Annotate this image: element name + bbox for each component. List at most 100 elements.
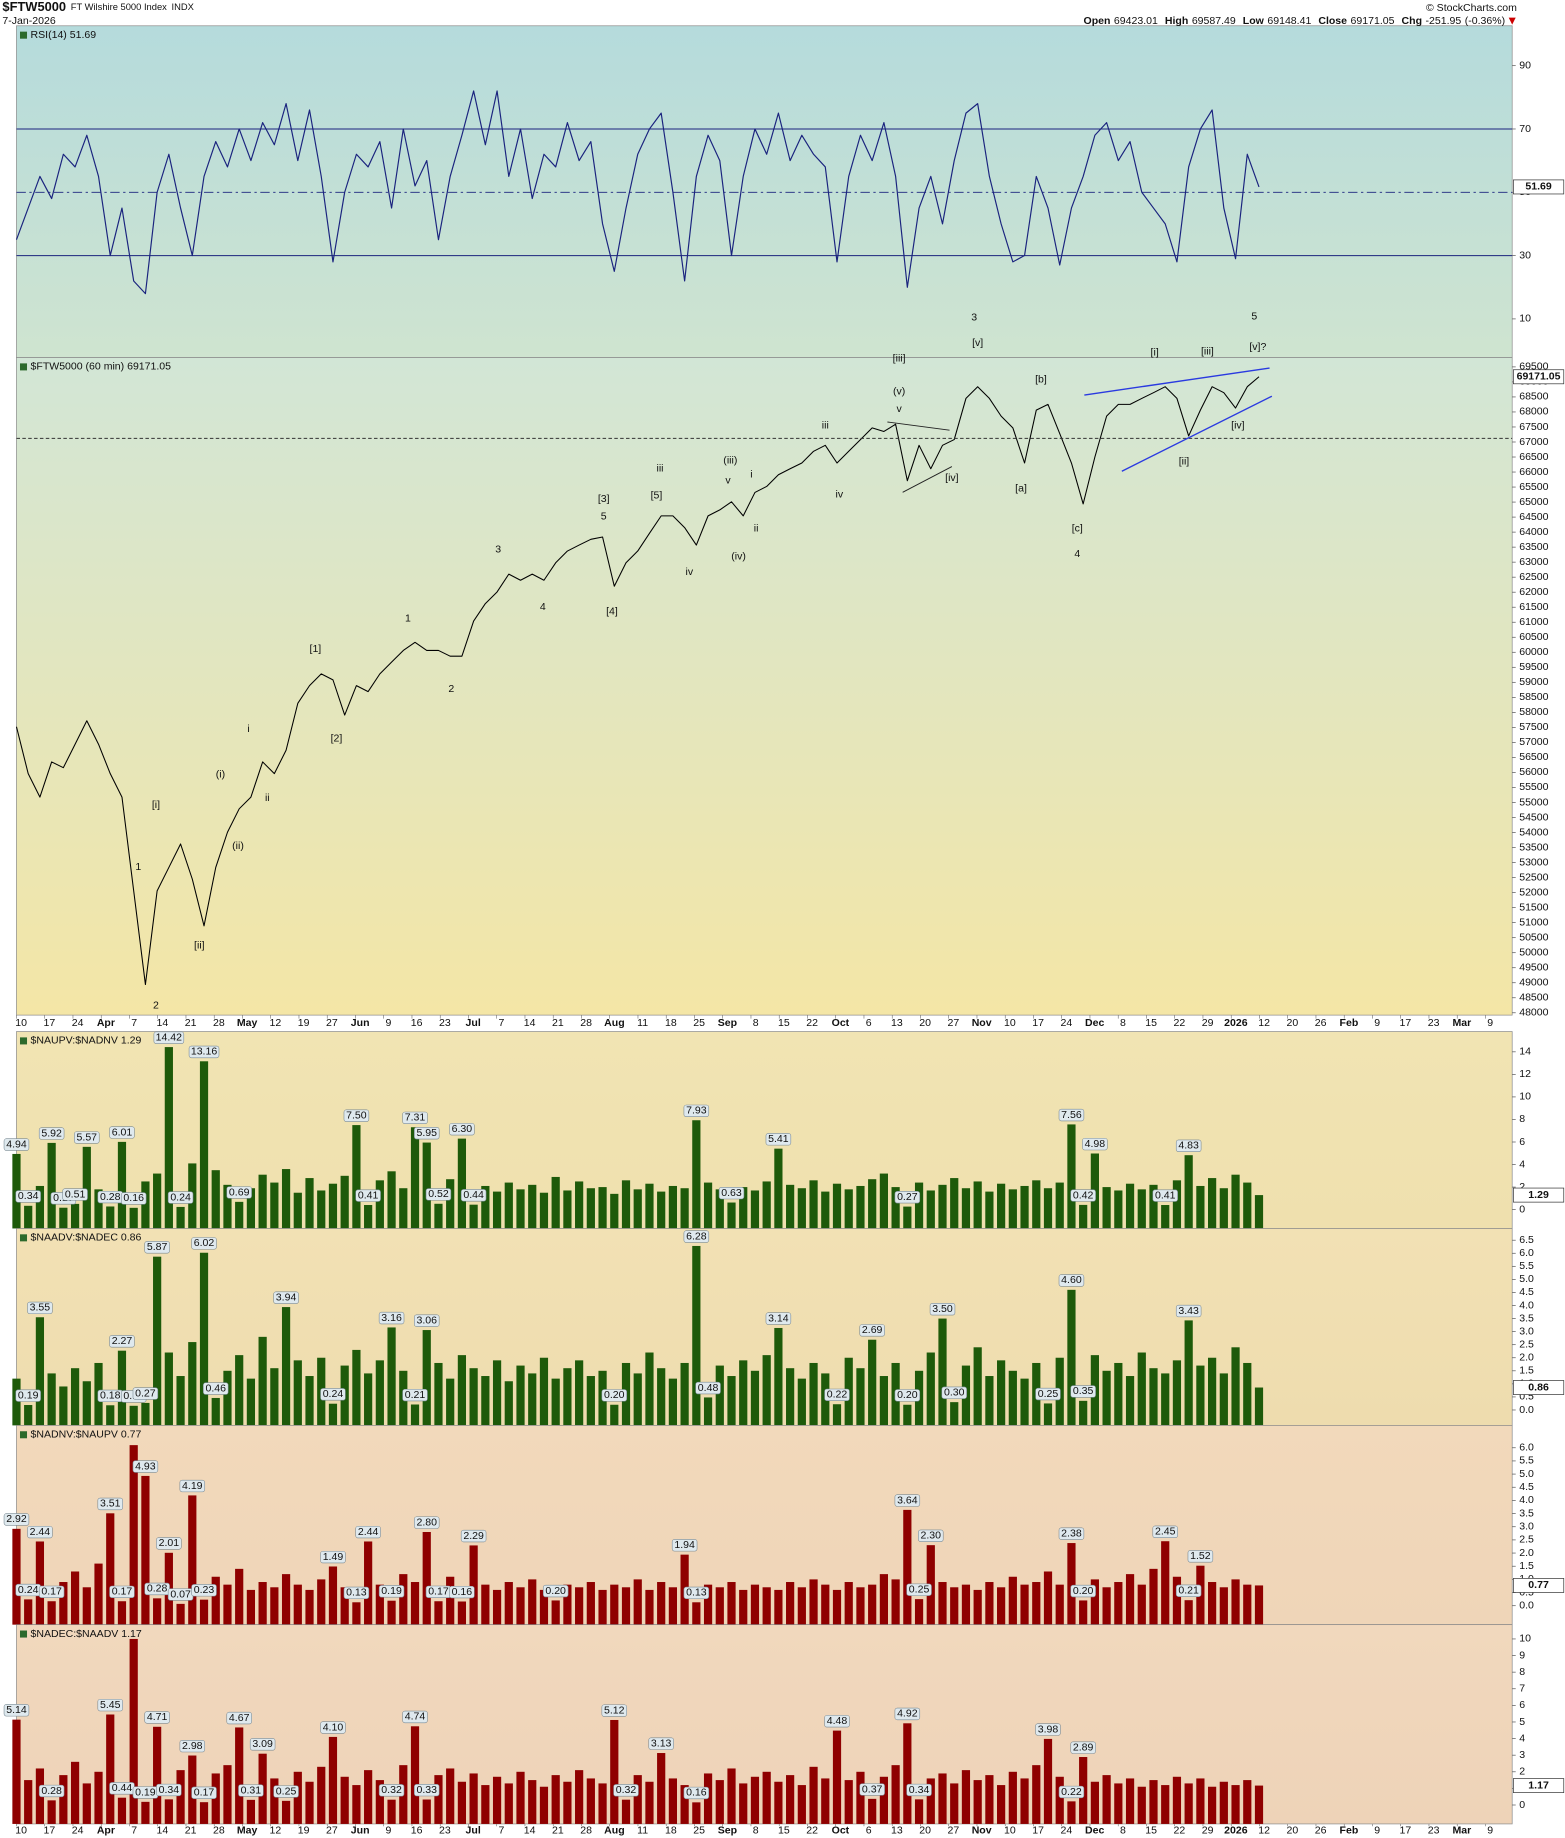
data-label: 0.42 [1073,1189,1094,1201]
bar [293,1360,302,1426]
bar [47,1373,56,1426]
data-label-bubble [941,1386,967,1399]
x-tick-label: Feb [1340,1017,1359,1029]
bar [997,1785,1006,1824]
wave-label: 1 [405,613,411,625]
panel-icon [19,1630,28,1638]
bar [973,1181,982,1229]
bar [879,1776,888,1824]
x-tick-label: 26 [1315,1017,1327,1029]
bar [938,1582,947,1625]
data-label: 0.44 [112,1782,133,1794]
data-label-bubble [343,1109,370,1122]
bar [1219,1781,1228,1824]
bar [774,1589,783,1625]
data-label-bubble [449,1123,475,1136]
data-label: 0.21 [1178,1585,1199,1597]
bar [539,1589,549,1625]
bar [317,1766,326,1824]
y-tick-label: 64000 [1519,526,1548,538]
bar [270,1587,279,1625]
bar [1114,1783,1123,1824]
bar [668,1587,678,1625]
x-tick-label: Aug [604,1825,624,1837]
x-tick-label: 27 [948,1825,960,1837]
bar [1243,1584,1252,1625]
bar [1137,1352,1146,1426]
bar [1008,1576,1017,1625]
bar [563,1584,572,1625]
bar [1254,1387,1264,1426]
bar [809,1180,818,1229]
data-label: 0.20 [1073,1585,1094,1597]
wave-label: [b] [1035,374,1047,386]
bar [375,1180,384,1229]
triangle-line [902,466,953,493]
y-tick-label: 6 [1519,1699,1525,1711]
data-label: 0.22 [827,1389,848,1401]
bar [856,1587,865,1625]
data-label: 2.80 [416,1516,437,1528]
bar [1090,1781,1099,1824]
bar [786,1582,795,1625]
wave-label: 5 [1251,310,1257,322]
data-label-bubble [1152,1189,1178,1202]
bar [856,1368,865,1426]
data-label-bubble [38,1585,65,1599]
y-tick-label: 68000 [1519,406,1548,418]
data-label: 5.95 [416,1127,437,1139]
bar [317,1190,326,1229]
bar [340,1776,349,1824]
bar [539,1357,549,1426]
data-label: 6.30 [452,1123,473,1135]
data-label-bubble [918,1529,944,1542]
x-tick-label: 8 [1120,1017,1126,1029]
y-tick-label: 63000 [1519,556,1548,568]
data-label: 0.31 [241,1784,262,1796]
bar [469,1204,478,1229]
last-value-label: 0.77 [1528,1579,1549,1591]
bar [1067,1124,1076,1229]
bar [1020,1185,1029,1229]
data-label: 0.27 [135,1387,156,1399]
header-title: $FTW5000 FT Wilshire 5000 Index INDX [2,0,194,15]
bar [164,1047,173,1229]
bar [692,1602,701,1625]
bar [293,1584,302,1625]
bar [24,1405,33,1426]
bar [317,1579,326,1625]
bar [340,1587,349,1625]
data-label-bubble [906,1583,932,1596]
bar [914,1599,924,1625]
x-tick-label: Dec [1085,1825,1104,1837]
data-label-bubble [343,1586,370,1600]
y-tick-label: 3.5 [1519,1312,1534,1324]
panel-title: $NADNV:$NAUPV 0.77 [31,1429,142,1441]
data-label-bubble [1058,1108,1085,1122]
x-tick-label: 25 [693,1825,705,1837]
x-tick-label: 17 [1032,1825,1044,1837]
bar [1219,1587,1228,1625]
bar [410,1582,420,1625]
y-tick-label: 56000 [1519,766,1548,778]
data-label-bubble [929,1303,956,1316]
data-label-bubble [203,1382,229,1395]
data-label: 0.44 [463,1189,484,1201]
wave-label: (iv) [731,551,746,563]
wave-label: (ii) [232,840,244,852]
data-label: 0.33 [416,1784,437,1796]
y-tick-label: 3.0 [1519,1325,1534,1337]
bar [364,1373,373,1426]
data-label: 0.22 [1061,1786,1082,1798]
data-label: 2.92 [6,1513,27,1525]
bar [434,1362,443,1426]
x-tick-label: 14 [157,1017,169,1029]
bar [117,1601,127,1625]
bar [199,1061,209,1229]
panel-icon [19,363,28,371]
x-tick-label: 21 [552,1825,564,1837]
data-label-bubble [718,1187,745,1200]
bar [891,1765,900,1824]
bar [246,1589,256,1625]
wedge-line [1121,395,1273,472]
